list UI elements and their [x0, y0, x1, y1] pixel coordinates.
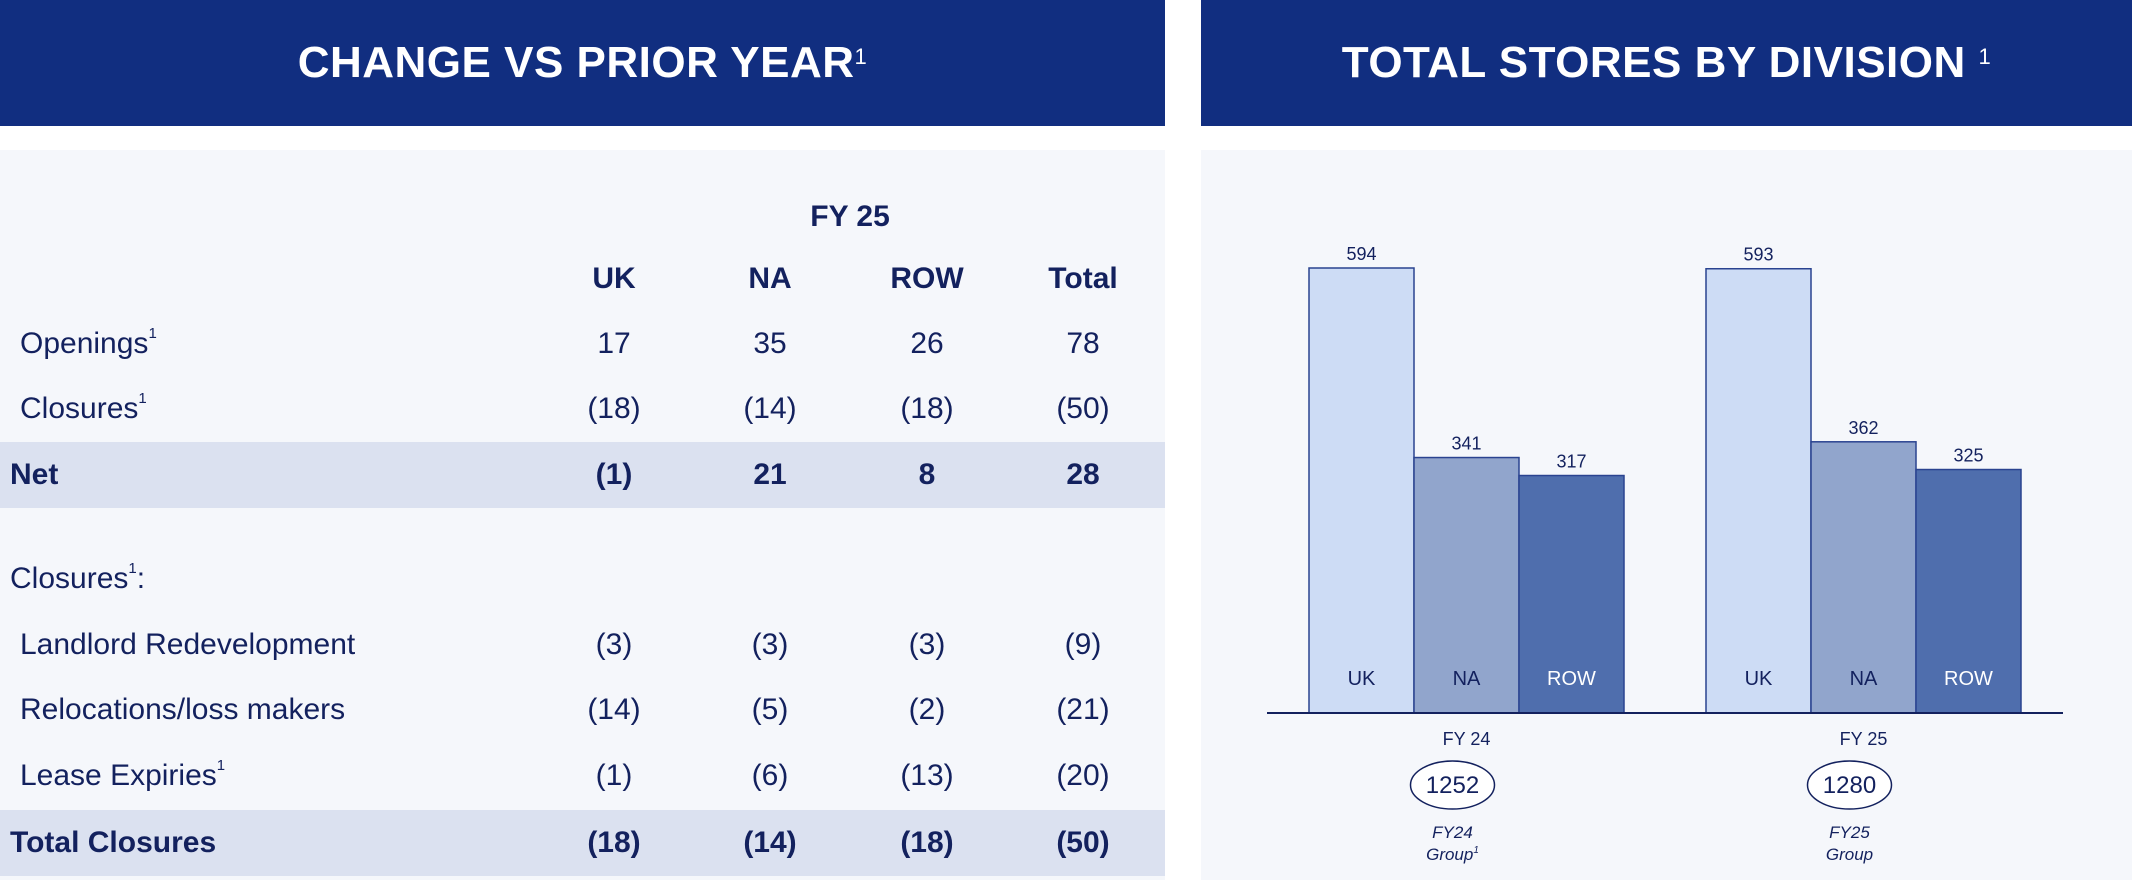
table-cell: (1) [595, 458, 633, 491]
net-row-band [0, 442, 1165, 508]
bar-series-label: NA [1453, 668, 1481, 690]
left-header: CHANGE VS PRIOR YEAR 1 [0, 0, 1165, 126]
total-label: FY25 [1829, 823, 1870, 842]
table-cell: 35 [753, 327, 787, 360]
period-header: FY 25 [810, 200, 890, 233]
footnote-marker: 1 [148, 325, 157, 342]
right-header: TOTAL STORES BY DIVISION 1 [1201, 0, 2132, 126]
total-sublabel: Group1 [1426, 845, 1479, 864]
bar-row [1518, 474, 1625, 714]
table-cell: (6) [751, 759, 789, 792]
bar-series-label: UK [1745, 668, 1773, 690]
section-colon: : [136, 562, 146, 595]
row-label-text: Closures [20, 392, 139, 425]
table-cell: 21 [753, 458, 787, 491]
column-header-na: NA [748, 262, 792, 295]
table-cell: (3) [908, 628, 946, 661]
table-cell: (9) [1064, 628, 1102, 661]
bar-uk [1705, 267, 1812, 714]
row-label-text: Relocations/loss makers [20, 693, 346, 726]
footnote-marker: 1 [854, 44, 868, 69]
total-ellipse [1409, 760, 1496, 810]
bar-series-label: NA [1850, 668, 1878, 690]
bar-series-label: UK [1348, 668, 1376, 690]
row-label: Landlord Redevelopment [20, 628, 355, 662]
bar-na [1413, 456, 1520, 714]
data-label: 362 [1848, 418, 1878, 438]
table-cell: (5) [751, 693, 789, 726]
row-label: Total Closures [10, 826, 216, 860]
category-label: FY 25 [1840, 729, 1888, 749]
row-label: Closures1 [20, 390, 147, 426]
table-cell: 26 [910, 327, 944, 360]
group-text: Group [1426, 845, 1473, 864]
bar-uk [1308, 267, 1415, 714]
data-label: 341 [1451, 434, 1481, 454]
table-cell: (3) [751, 628, 789, 661]
row-label-text: Landlord Redevelopment [20, 628, 356, 661]
row-label: Net [10, 458, 58, 492]
data-label: 594 [1346, 244, 1376, 264]
row-label: Openings1 [20, 325, 157, 361]
total-value: 1280 [1823, 772, 1876, 799]
row-label-text: Total Closures [10, 826, 217, 859]
table-cell: (2) [908, 693, 946, 726]
table-cell: 8 [918, 458, 936, 491]
total-label: FY24 [1432, 823, 1473, 842]
table-cell: (21) [1056, 693, 1110, 726]
change-table: FY 25 UK NA ROW Total Openings1 17 35 26 78 Closur… [0, 150, 1165, 880]
table-cell: (14) [587, 693, 641, 726]
total-sublabel: Group [1826, 845, 1873, 864]
closures-section-label: Closures1: [10, 560, 146, 596]
column-header-uk: UK [592, 262, 636, 295]
table-cell: (18) [587, 826, 641, 859]
table-cell: (14) [743, 826, 797, 859]
data-label: 325 [1953, 446, 1983, 466]
section-text: Closures [10, 562, 129, 595]
total-value: 1252 [1426, 772, 1479, 799]
table-cell: (18) [900, 826, 954, 859]
chart-title: TOTAL STORES BY DIVISION [1341, 38, 1966, 87]
footnote-marker: 1 [138, 390, 147, 407]
table-cell: (1) [595, 759, 633, 792]
footnote-marker: 1 [1473, 845, 1479, 856]
table-cell: 28 [1066, 458, 1100, 491]
bar-row [1915, 468, 2022, 714]
table-cell: (18) [900, 392, 954, 425]
row-label: Lease Expiries1 [20, 757, 226, 793]
bar-series-label: ROW [1547, 668, 1596, 690]
row-label: Relocations/loss makers [20, 693, 345, 727]
table-cell: (3) [595, 628, 633, 661]
table-cell: (20) [1056, 759, 1110, 792]
table-cell: (50) [1056, 392, 1110, 425]
group-text: Group [1826, 845, 1873, 864]
table-cell: (18) [587, 392, 641, 425]
table-cell: 17 [597, 327, 631, 360]
table-cell: (50) [1056, 826, 1110, 859]
column-header-total: Total [1048, 262, 1118, 295]
bar-series-label: ROW [1944, 668, 1993, 690]
table-cell: (13) [900, 759, 954, 792]
bar-na [1810, 441, 1917, 714]
chart-panel: 594 UK 341 NA 317 ROW FY 24 1252 FY24 Group1 593 UK… [1201, 150, 2132, 880]
row-label-text: Net [10, 458, 59, 491]
category-label: FY 24 [1443, 729, 1491, 749]
left-title: CHANGE VS PRIOR YEAR [297, 38, 855, 87]
table-cell: (14) [743, 392, 797, 425]
table-cell: 78 [1066, 327, 1100, 360]
row-label-text: Openings [20, 327, 149, 360]
data-label: 317 [1556, 452, 1586, 472]
total-ellipse [1806, 760, 1893, 810]
data-label: 593 [1743, 245, 1773, 265]
footnote-marker: 1 [216, 757, 226, 774]
footnote-marker: 1 [128, 560, 137, 577]
footnote-marker: 1 [1978, 44, 1992, 69]
column-header-row: ROW [890, 262, 964, 295]
row-label-text: Lease Expiries [20, 759, 217, 792]
total-closures-band [0, 810, 1165, 876]
